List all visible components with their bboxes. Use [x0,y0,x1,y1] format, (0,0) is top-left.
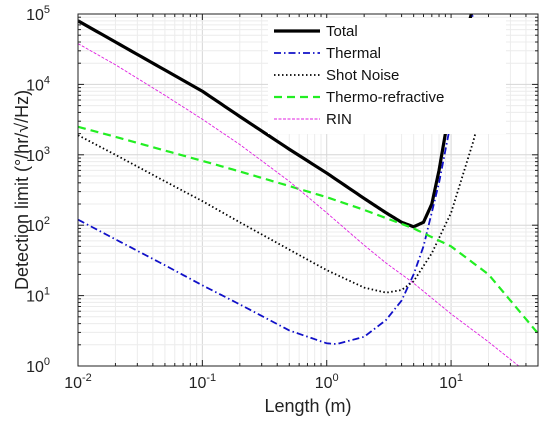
legend-label-4: RIN [326,111,352,128]
x-tick-label: 100 [315,372,339,392]
legend-label-3: Thermo-refractive [326,89,444,106]
x-tick-label: 10-1 [189,372,217,392]
plot-frame [77,13,539,367]
ticks [77,13,539,367]
series-line-2 [78,24,502,294]
x-axis-label: Length (m) [264,396,351,416]
x-tick-labels: 10-2 10-1 100 101 [64,372,463,392]
legend: Total Thermal Shot Noise Thermo-refractive R… [268,18,506,134]
series-line-3 [78,125,538,335]
legend-label-1: Thermal [326,45,381,62]
y-tick-labels: 100 101 102 103 104 105 [26,4,50,376]
y-tick-label: 100 [26,356,50,376]
series-line-1 [78,14,474,345]
y-tick-label: 102 [26,215,50,235]
y-axis-label: Detection limit (°/hr/√/Hz) [12,90,32,290]
y-tick-label: 103 [26,145,50,165]
legend-label-2: Shot Noise [326,67,399,84]
y-tick-label: 101 [26,286,50,306]
series-line-4 [78,43,520,366]
y-tick-label: 104 [26,74,50,94]
legend-label-0: Total [326,23,358,40]
y-tick-label: 105 [26,4,50,24]
legend-box [268,18,506,134]
x-tick-label: 101 [439,372,463,392]
x-tick-label: 10-2 [64,372,92,392]
